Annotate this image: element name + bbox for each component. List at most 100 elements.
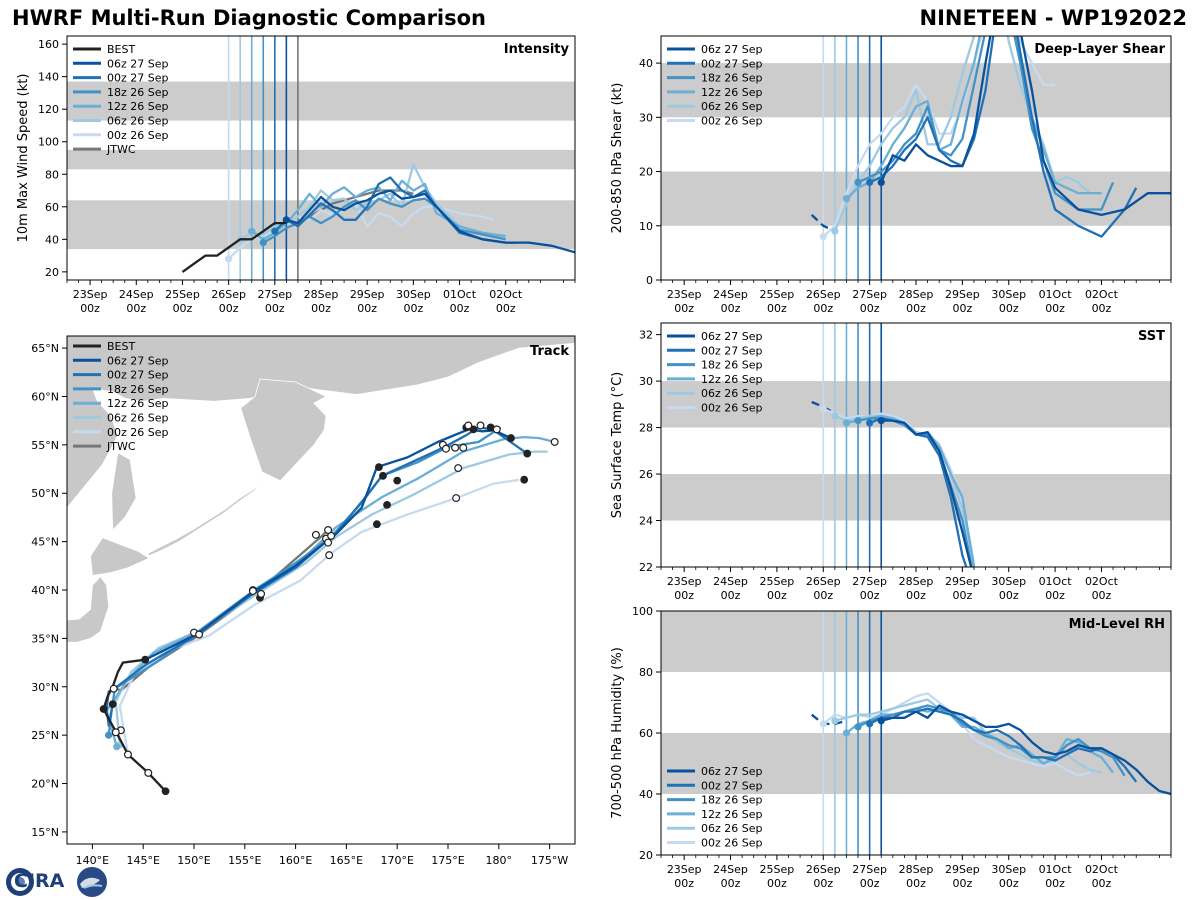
lon-tick-label-150: 150°E (177, 854, 210, 867)
xtick-sublabel-sst-2: 00z (767, 589, 787, 602)
panel-rh: 2040608010023Sep00z24Sep00z25Sep00z26Sep… (610, 605, 1172, 890)
init-point-intensity-00z-27-sep (271, 227, 279, 235)
series-shear-06z-27-sep (880, 36, 1171, 217)
track-marker-open (492, 425, 501, 434)
figure-title: HWRF Multi-Run Diagnostic Comparison (12, 6, 487, 30)
init-point-sst-00z-26-sep (819, 405, 827, 413)
xtick-sublabel-intensity-0: 00z (80, 302, 100, 315)
xtick-sublabel-intensity-8: 00z (450, 302, 470, 315)
legend-label-00z-26-sep: 00z 26 Sep (701, 115, 763, 128)
xtick-sublabel-rh-7: 00z (999, 877, 1019, 890)
xtick-sublabel-shear-2: 00z (767, 302, 787, 315)
ytick-label-shear-40: 40 (639, 57, 653, 70)
lat-tick-label-55: 55°N (31, 439, 59, 452)
ytick-label-intensity-80: 80 (45, 168, 59, 181)
xtick-sublabel-sst-8: 00z (1045, 589, 1065, 602)
track-00z-26-sep (118, 478, 520, 755)
lat-tick-label-65: 65°N (31, 342, 59, 355)
land-hokkaido (89, 537, 151, 576)
xtick-label-intensity-7: 30Sep (396, 288, 431, 301)
lat-tick-label-50: 50°N (31, 487, 59, 500)
land-kurils (147, 483, 262, 557)
track-marker-open (550, 437, 559, 446)
xtick-sublabel-rh-6: 00z (952, 877, 972, 890)
legend-label-jtwc: JTWC (106, 143, 136, 156)
xtick-label-shear-7: 30Sep (991, 288, 1026, 301)
panel-intensity: 2040608010012014016023Sep00z24Sep00z25Se… (16, 35, 576, 315)
storm-id-title: NINETEEN - WP192022 (919, 6, 1187, 30)
track-marker-filled (469, 425, 478, 434)
legend-label-00z-27-sep: 00z 27 Sep (701, 344, 763, 357)
panel-label-intensity: Intensity (504, 42, 570, 57)
xtick-sublabel-shear-4: 00z (860, 302, 880, 315)
xtick-sublabel-shear-9: 00z (1092, 302, 1112, 315)
xtick-label-sst-5: 28Sep (899, 575, 934, 588)
track-marker-filled (108, 700, 117, 709)
xtick-sublabel-rh-1: 00z (721, 877, 741, 890)
ytick-label-intensity-120: 120 (38, 103, 59, 116)
ytick-label-shear-30: 30 (639, 111, 653, 124)
xtick-sublabel-rh-5: 00z (906, 877, 926, 890)
track-marker-open (454, 464, 463, 473)
xtick-label-intensity-5: 28Sep (304, 288, 339, 301)
init-point-intensity-12z-26-sep (248, 227, 256, 235)
legend-label-06z-26-sep: 06z 26 Sep (701, 100, 763, 113)
track-marker-filled (99, 705, 108, 713)
track-06z-26-sep (114, 450, 548, 745)
panel-label-sst: SST (1138, 329, 1165, 344)
init-point-intensity-00z-26-sep (225, 255, 233, 263)
xtick-label-shear-9: 02Oct (1085, 288, 1119, 301)
xtick-label-intensity-8: 01Oct (443, 288, 477, 301)
band-shear-0 (661, 171, 1171, 226)
ytick-label-sst-24: 24 (639, 515, 653, 528)
lon-tick-label-170: 170°E (380, 854, 413, 867)
ytick-label-intensity-60: 60 (45, 201, 59, 214)
lon-tick-label-155: 155°E (228, 854, 261, 867)
xtick-sublabel-rh-8: 00z (1045, 877, 1065, 890)
xtick-label-intensity-6: 29Sep (350, 288, 385, 301)
ytick-label-sst-32: 32 (639, 329, 653, 342)
xtick-label-rh-0: 23Sep (667, 863, 702, 876)
panel-label-shear: Deep-Layer Shear (1034, 42, 1165, 57)
xtick-sublabel-intensity-2: 00z (173, 302, 193, 315)
xtick-label-rh-9: 02Oct (1085, 863, 1119, 876)
series-intensity-06z-27-sep (286, 189, 575, 254)
xtick-label-rh-7: 30Sep (991, 863, 1026, 876)
track-marker-filled (141, 655, 150, 664)
xtick-label-shear-8: 01Oct (1039, 288, 1073, 301)
track-marker-filled (161, 787, 170, 796)
ytick-label-rh-60: 60 (639, 727, 653, 740)
land-asia-mainland (67, 336, 575, 509)
ytick-label-shear-10: 10 (639, 220, 653, 233)
xtick-sublabel-sst-4: 00z (860, 589, 880, 602)
xtick-sublabel-rh-3: 00z (813, 877, 833, 890)
init-point-rh-18z-26-sep (854, 723, 862, 731)
xtick-label-shear-2: 25Sep (760, 288, 795, 301)
xtick-sublabel-intensity-1: 00z (126, 302, 146, 315)
track-marker-open (248, 586, 257, 595)
xtick-label-sst-9: 02Oct (1085, 575, 1119, 588)
ytick-label-sst-26: 26 (639, 468, 653, 481)
track-marker-open (459, 443, 468, 452)
xtick-sublabel-shear-5: 00z (906, 302, 926, 315)
xtick-label-shear-0: 23Sep (667, 288, 702, 301)
init-point-rh-12z-26-sep (842, 729, 851, 737)
init-point-intensity-18z-26-sep (259, 238, 267, 247)
ytick-label-sst-22: 22 (639, 561, 653, 574)
xtick-label-intensity-4: 27Sep (257, 288, 292, 301)
xtick-sublabel-intensity-5: 00z (311, 302, 331, 315)
xtick-sublabel-sst-1: 00z (721, 589, 741, 602)
land-kamchatka (240, 378, 327, 482)
xtick-sublabel-rh-2: 00z (767, 877, 787, 890)
land-sakhalin (111, 451, 137, 531)
xtick-sublabel-shear-1: 00z (721, 302, 741, 315)
track-12z-26-sep (105, 435, 555, 748)
track-00z-27-sep (105, 426, 528, 727)
lat-tick-label-40: 40°N (31, 584, 59, 597)
series-sst-06z-27-sep (881, 419, 973, 567)
lat-tick-label-20: 20°N (31, 778, 59, 791)
xtick-sublabel-sst-9: 00z (1092, 589, 1112, 602)
